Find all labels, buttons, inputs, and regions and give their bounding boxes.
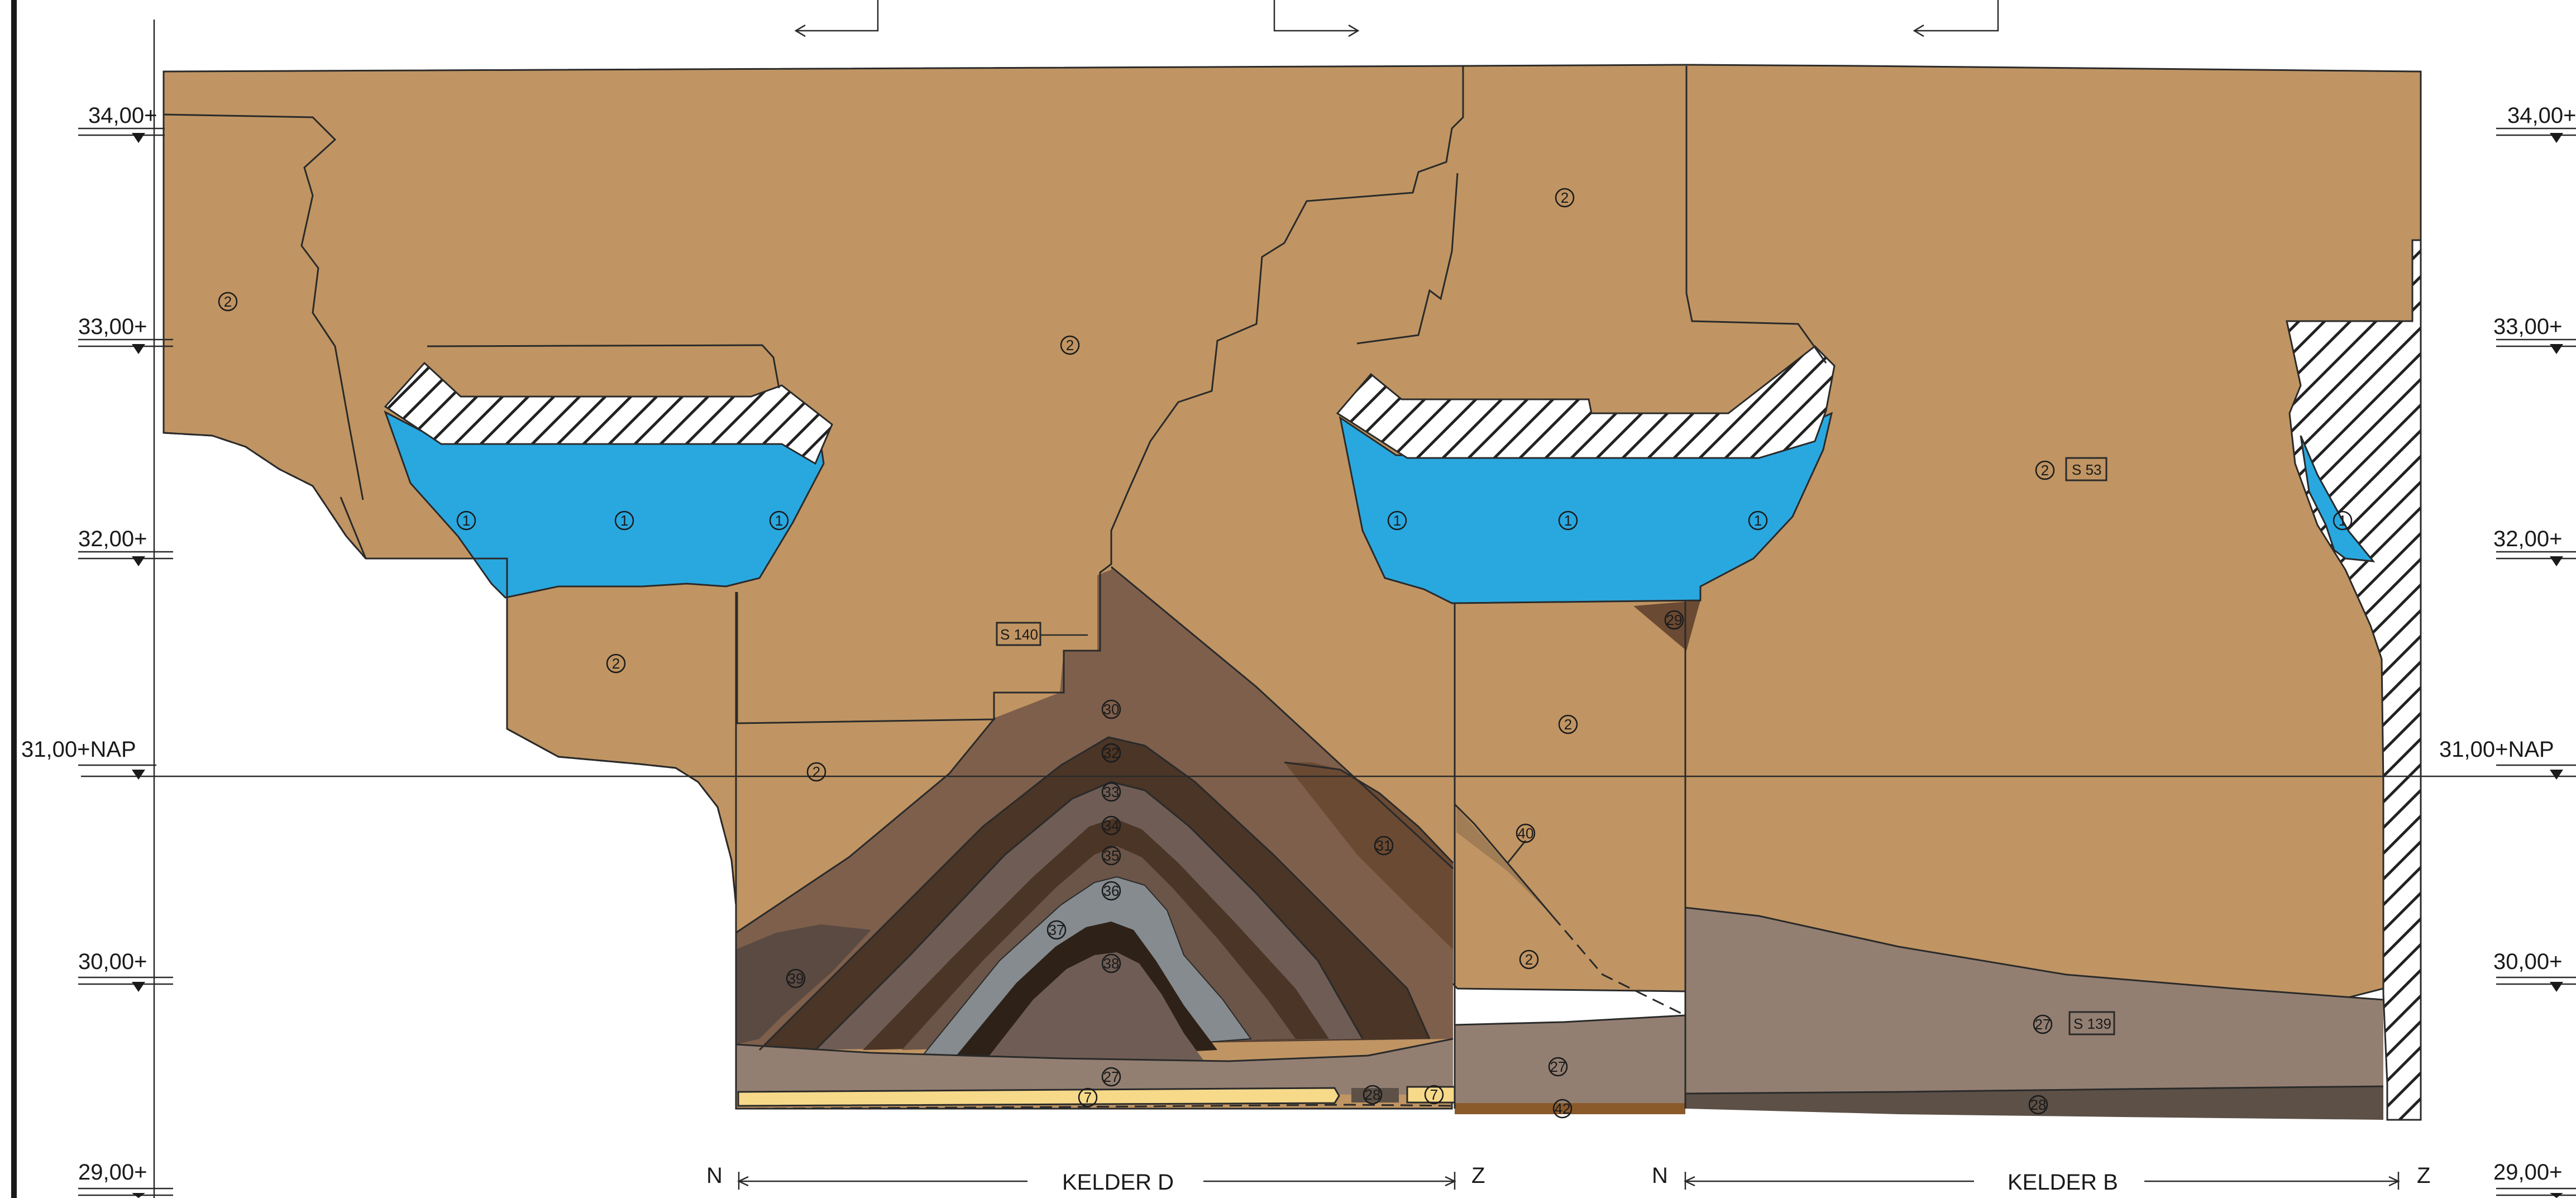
layer-38-label: 38: [1103, 955, 1120, 972]
elevation-triangles: [132, 133, 2563, 1198]
top-reference-arrows: [794, 0, 1999, 37]
layer-30-label: 30: [1103, 701, 1120, 718]
hatch-left: [384, 361, 833, 465]
layer-2-label: 2: [1525, 951, 1533, 968]
layer-40-label: 40: [1518, 825, 1534, 842]
level-32-left: 32,00+: [78, 527, 147, 551]
level-29-left: 29,00+: [78, 1160, 147, 1185]
layer-markers: [218, 188, 2353, 1119]
layer-42-fill: [1455, 1103, 1685, 1114]
kelder-d-north: N: [706, 1163, 723, 1188]
layer-39-label: 39: [788, 970, 804, 987]
layer-numbers: 1 1 1 1 1 1 1 2 2 2 2 2 2 2 2 7 7 27 27 …: [224, 189, 2346, 1117]
level-30-right: 30,00+: [2493, 949, 2562, 974]
hatch-right: [2286, 239, 2422, 1121]
level-34-left: 34,00+: [88, 103, 157, 128]
level-30-left: 30,00+: [78, 949, 147, 974]
layer-28-fill-b: [1685, 1086, 2383, 1120]
kelder-d-title: KELDER D: [1062, 1170, 1174, 1195]
kelder-dimension-lines: [737, 1172, 2400, 1190]
layer-34-label: 34: [1103, 817, 1120, 834]
sample-s140-label: S 140: [1000, 626, 1038, 643]
level-33-left: 33,00+: [78, 314, 147, 339]
layer-1-label: 1: [1754, 512, 1762, 529]
layer-2-label: 2: [1561, 189, 1569, 206]
layer-1-label: 1: [775, 512, 783, 529]
layer-7-label: 7: [1084, 1089, 1092, 1106]
sample-s53-label: S 53: [2072, 461, 2102, 478]
layer-2-label: 2: [813, 763, 820, 780]
layer-27-label: 27: [2035, 1016, 2051, 1033]
layer-42-label: 42: [1555, 1100, 1571, 1117]
boundary-lines: [163, 66, 2384, 1109]
layer-37-label: 37: [1049, 922, 1065, 938]
kelder-b-south: Z: [2417, 1163, 2430, 1188]
layer-2-label: 2: [1066, 337, 1074, 354]
layer-7-fill-a: [737, 1087, 1340, 1107]
layer-28-label: 28: [2030, 1096, 2047, 1113]
layer-2-label: 2: [1564, 716, 1572, 733]
kelder-b-north: N: [1652, 1163, 1668, 1188]
layer-29-label: 29: [1666, 612, 1683, 628]
sample-s139-label: S 139: [2073, 1015, 2111, 1032]
layer-32-label: 32: [1103, 744, 1120, 761]
layer-28-fill-a: [1351, 1088, 1399, 1102]
sample-s140-box: [996, 622, 1041, 646]
layer-2-label: 2: [2041, 462, 2049, 479]
layer-27-label: 27: [1550, 1058, 1566, 1075]
layer-7-label: 7: [1430, 1086, 1438, 1103]
layer-38-fill: [983, 952, 1206, 1064]
layer-2-label: 2: [224, 293, 232, 310]
layer-1-label: 1: [462, 512, 470, 529]
layer-27-fill-d: [736, 1039, 1453, 1095]
level-34-right: 34,00+: [2507, 103, 2576, 128]
layer-27-fill-m: [1455, 1015, 1685, 1103]
layer-1-label: 1: [620, 512, 628, 529]
layer-1-label: 1: [2339, 512, 2346, 529]
level-31-right: 31,00+NAP: [2439, 737, 2554, 762]
level-32-right: 32,00+: [2493, 527, 2562, 551]
kelder-d-south: Z: [1471, 1163, 1485, 1188]
sample-s53-box: [2065, 457, 2107, 481]
dashed-edges: [163, 71, 2422, 1110]
layer-28-label: 28: [1365, 1086, 1381, 1103]
layer-1-label: 1: [1564, 512, 1572, 529]
layer-27-label: 27: [1103, 1068, 1120, 1085]
layer-31-fill: [1284, 762, 1453, 949]
layer-33-label: 33: [1103, 784, 1120, 800]
layer-2-label: 2: [612, 655, 620, 672]
level-29-right: 29,00+: [2493, 1160, 2562, 1185]
water-right: [2300, 435, 2376, 562]
layer-39-fill: [736, 924, 871, 1044]
layer-1-label: 1: [1393, 512, 1401, 529]
layer-35-label: 35: [1103, 847, 1120, 864]
kelder-b-title: KELDER B: [2008, 1170, 2118, 1195]
layer-31-label: 31: [1376, 837, 1392, 854]
level-33-right: 33,00+: [2493, 314, 2562, 339]
left-border: [11, 0, 17, 1198]
layer-36-label: 36: [1103, 882, 1120, 899]
layer-27-fill-b: [1685, 908, 2383, 1094]
level-31-left: 31,00+NAP: [21, 737, 136, 762]
elevation-markers: [78, 127, 2576, 1196]
sample-s139-box: [2068, 1011, 2115, 1035]
